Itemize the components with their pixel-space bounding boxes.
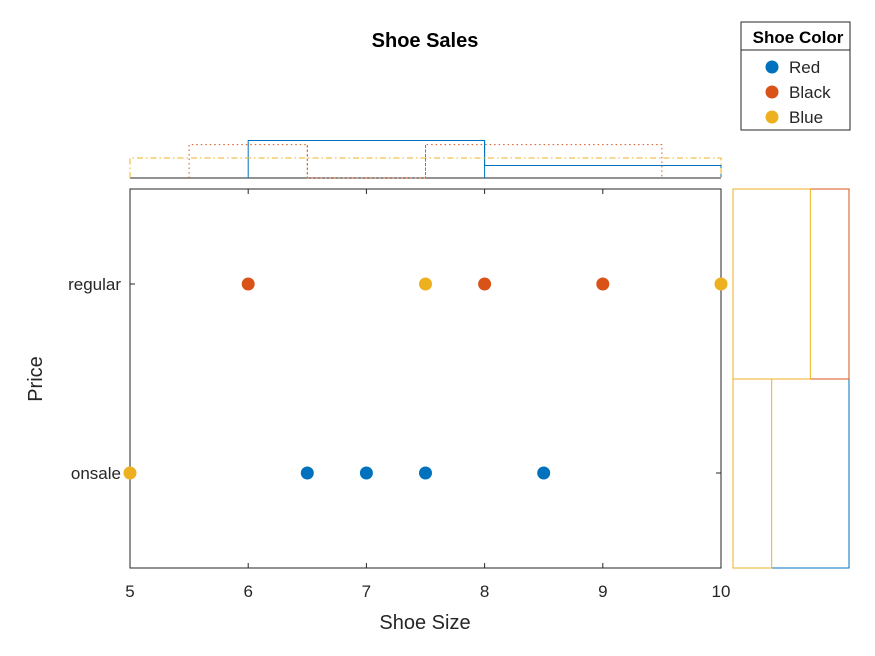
legend-box <box>740 21 851 131</box>
legend-title: Shoe Color <box>753 28 844 47</box>
x-tick-label: 7 <box>362 582 371 601</box>
legend-marker-red <box>765 60 779 74</box>
y-histogram-bar-black <box>732 188 850 380</box>
histogram-black <box>188 144 663 179</box>
data-point-black <box>241 277 255 291</box>
data-point-black <box>478 277 492 291</box>
chart-title: Shoe Sales <box>372 30 479 52</box>
y-tick-label: onsale <box>71 464 121 483</box>
x-axis: 5 6 7 8 9 10 <box>125 189 730 601</box>
y-axis-title: Price <box>25 356 47 402</box>
data-point-red <box>537 466 551 480</box>
y-axis: onsale regular <box>68 275 721 483</box>
y-tick-label: regular <box>68 275 121 294</box>
x-tick-label: 8 <box>480 582 489 601</box>
legend-label-red: Red <box>789 58 820 77</box>
legend-label-black: Black <box>789 83 831 102</box>
legend-label-blue: Blue <box>789 108 823 127</box>
data-point-black <box>596 277 610 291</box>
legend-marker-blue <box>765 110 779 124</box>
data-points <box>123 277 728 480</box>
x-tick-label: 6 <box>243 582 252 601</box>
data-point-blue <box>419 277 432 291</box>
legend[interactable]: Shoe Color Red Black Blue <box>740 21 851 131</box>
data-point-red <box>359 466 373 480</box>
marginal-x-histogram <box>129 140 722 179</box>
data-point-blue <box>714 277 728 291</box>
legend-entries: Red Black Blue <box>765 58 831 127</box>
y-histogram-bar-blue <box>732 378 773 569</box>
x-tick-label: 5 <box>125 582 134 601</box>
y-histogram-bar-blue <box>732 188 811 380</box>
scatter-plot-area: 5 6 7 8 9 10 onsale regular <box>68 188 730 601</box>
plot-frame <box>129 188 722 569</box>
histogram-blue <box>129 157 722 178</box>
x-tick-label: 10 <box>712 582 731 601</box>
data-point-red <box>300 466 314 480</box>
x-tick-label: 9 <box>598 582 607 601</box>
data-point-red <box>419 466 432 480</box>
legend-marker-black <box>765 85 779 99</box>
marginal-y-histogram <box>732 188 850 569</box>
x-axis-title: Shoe Size <box>379 612 470 634</box>
data-point-blue <box>123 466 137 480</box>
y-histogram-bar-red <box>732 378 850 569</box>
